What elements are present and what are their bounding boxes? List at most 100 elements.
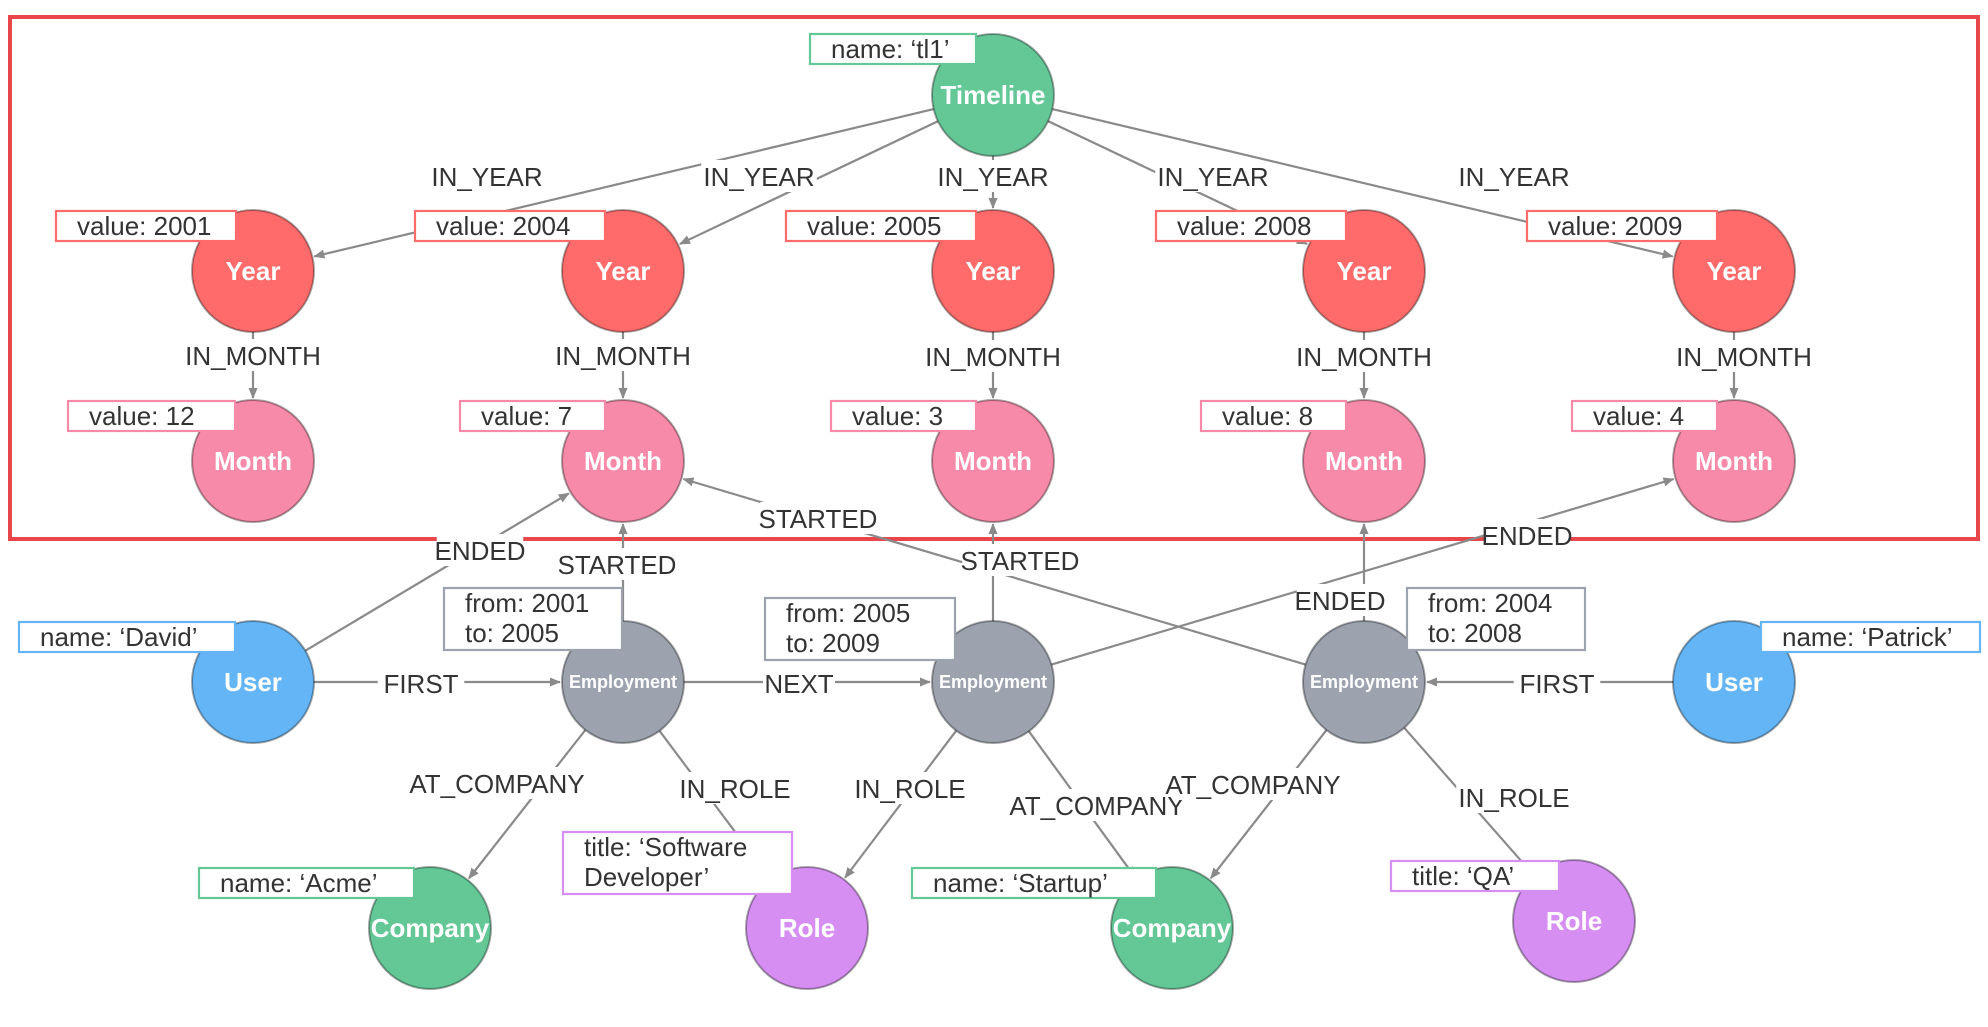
node-m12[interactable]: Month value: 12 — [66, 399, 315, 523]
property-text: to: 2009 — [786, 628, 880, 658]
node-timeline[interactable]: Timeline name: ‘tl1’ — [808, 32, 1055, 157]
edge-at-company[interactable]: AT_COMPANY — [1165, 729, 1341, 880]
property-box — [1154, 209, 1348, 243]
node-david[interactable]: User name: ‘David’ — [17, 620, 315, 744]
node-properties: name: ‘Acme’ — [197, 866, 416, 900]
node-label: Employment — [1310, 672, 1418, 692]
edge-first[interactable]: FIRST — [1426, 667, 1673, 699]
edge-in-year[interactable]: IN_YEAR — [679, 120, 939, 245]
node-label: Employment — [569, 672, 677, 692]
edge-label: IN_MONTH — [1296, 342, 1432, 372]
property-text: name: ‘Acme’ — [220, 868, 378, 898]
edge-label: ENDED — [1294, 586, 1385, 616]
edge-label: IN_ROLE — [854, 774, 965, 804]
node-properties: value: 2004 — [413, 209, 607, 243]
property-box — [1570, 399, 1719, 433]
property-box — [763, 596, 957, 662]
node-y2001[interactable]: Year value: 2001 — [54, 209, 315, 333]
node-roleQA[interactable]: Role title: ‘QA’ — [1389, 859, 1636, 983]
node-properties: name: ‘tl1’ — [808, 32, 978, 66]
property-text: title: ‘Software — [584, 832, 747, 862]
edge-label: IN_YEAR — [937, 162, 1048, 192]
edge-started[interactable]: STARTED — [961, 523, 1080, 621]
edge-ended[interactable]: ENDED — [304, 492, 570, 652]
edge-in-year[interactable]: IN_YEAR — [935, 156, 1051, 209]
property-text: value: 8 — [1222, 401, 1313, 431]
edge-started[interactable]: STARTED — [558, 523, 677, 621]
edge-label: IN_YEAR — [1157, 162, 1268, 192]
edge-label-bg — [928, 340, 1058, 372]
edge-label-bg — [1456, 160, 1572, 192]
edge-in-role[interactable]: IN_ROLE — [844, 729, 968, 879]
edge-label-bg — [1173, 768, 1333, 800]
edge-at-company[interactable]: AT_COMPANY — [1009, 730, 1185, 878]
node-m4[interactable]: Month value: 4 — [1570, 399, 1796, 523]
edge-label-bg — [436, 534, 524, 566]
edge-label: FIRST — [1519, 669, 1594, 699]
edge-next[interactable]: NEXT — [684, 667, 931, 699]
property-text: value: 2005 — [807, 211, 941, 241]
edge-label-bg — [417, 767, 577, 799]
node-m3[interactable]: Month value: 3 — [829, 399, 1055, 523]
edge-started[interactable]: STARTED — [682, 477, 1306, 666]
node-acme[interactable]: Company name: ‘Acme’ — [197, 866, 492, 990]
node-properties: name: ‘David’ — [17, 620, 237, 654]
node-properties: title: ‘QA’ — [1389, 859, 1561, 893]
edge-in-month[interactable]: IN_MONTH — [555, 332, 691, 399]
employment-node-circle[interactable] — [1302, 620, 1426, 744]
node-patrick[interactable]: User name: ‘Patrick’ — [1672, 620, 1982, 744]
edge-label: STARTED — [961, 546, 1080, 576]
edge-first[interactable]: FIRST — [314, 667, 561, 699]
edge-label-bg — [1155, 160, 1271, 192]
property-text: value: 3 — [852, 401, 943, 431]
edge-label-bg — [1483, 519, 1571, 551]
edge-ended[interactable]: ENDED — [1051, 477, 1675, 666]
property-text: name: ‘Patrick’ — [1782, 622, 1953, 652]
node-y2009[interactable]: Year value: 2009 — [1525, 209, 1796, 333]
property-box — [1389, 859, 1561, 893]
edge-label-bg — [677, 772, 793, 804]
employment-node-circle[interactable] — [931, 620, 1055, 744]
edge-ended[interactable]: ENDED — [1294, 523, 1386, 621]
node-label: Month — [214, 446, 292, 476]
node-m8[interactable]: Month value: 8 — [1199, 399, 1426, 523]
edge-at-company[interactable]: AT_COMPANY — [409, 729, 587, 880]
node-label: Role — [779, 913, 835, 943]
node-properties: name: ‘Startup’ — [910, 866, 1158, 900]
property-text: from: 2001 — [465, 588, 589, 618]
node-y2005[interactable]: Year value: 2005 — [784, 209, 1055, 333]
edge-in-month[interactable]: IN_MONTH — [185, 332, 321, 399]
property-box — [1405, 586, 1587, 652]
property-box — [17, 620, 237, 654]
property-text: value: 2009 — [1548, 211, 1682, 241]
edge-label: IN_YEAR — [431, 162, 542, 192]
edge-label: IN_MONTH — [925, 342, 1061, 372]
edge-in-month[interactable]: IN_MONTH — [1296, 332, 1432, 399]
edge-in-month[interactable]: IN_MONTH — [925, 332, 1061, 399]
node-y2004[interactable]: Year value: 2004 — [413, 209, 685, 333]
role-node-circle[interactable] — [745, 866, 869, 990]
node-properties: value: 2005 — [784, 209, 978, 243]
property-box — [808, 32, 978, 66]
node-label: Year — [226, 256, 281, 286]
edge-in-month[interactable]: IN_MONTH — [1676, 332, 1812, 399]
edge-label: STARTED — [558, 550, 677, 580]
property-box — [784, 209, 978, 243]
node-properties: value: 3 — [829, 399, 978, 433]
node-m7[interactable]: Month value: 7 — [458, 399, 685, 523]
edge-label-bg — [701, 160, 817, 192]
edge-line — [1051, 477, 1675, 666]
node-properties: value: 2008 — [1154, 209, 1348, 243]
edge-in-role[interactable]: IN_ROLE — [1403, 727, 1572, 875]
node-y2008[interactable]: Year value: 2008 — [1154, 209, 1426, 333]
node-label: Month — [1695, 446, 1773, 476]
node-properties: value: 8 — [1199, 399, 1348, 433]
